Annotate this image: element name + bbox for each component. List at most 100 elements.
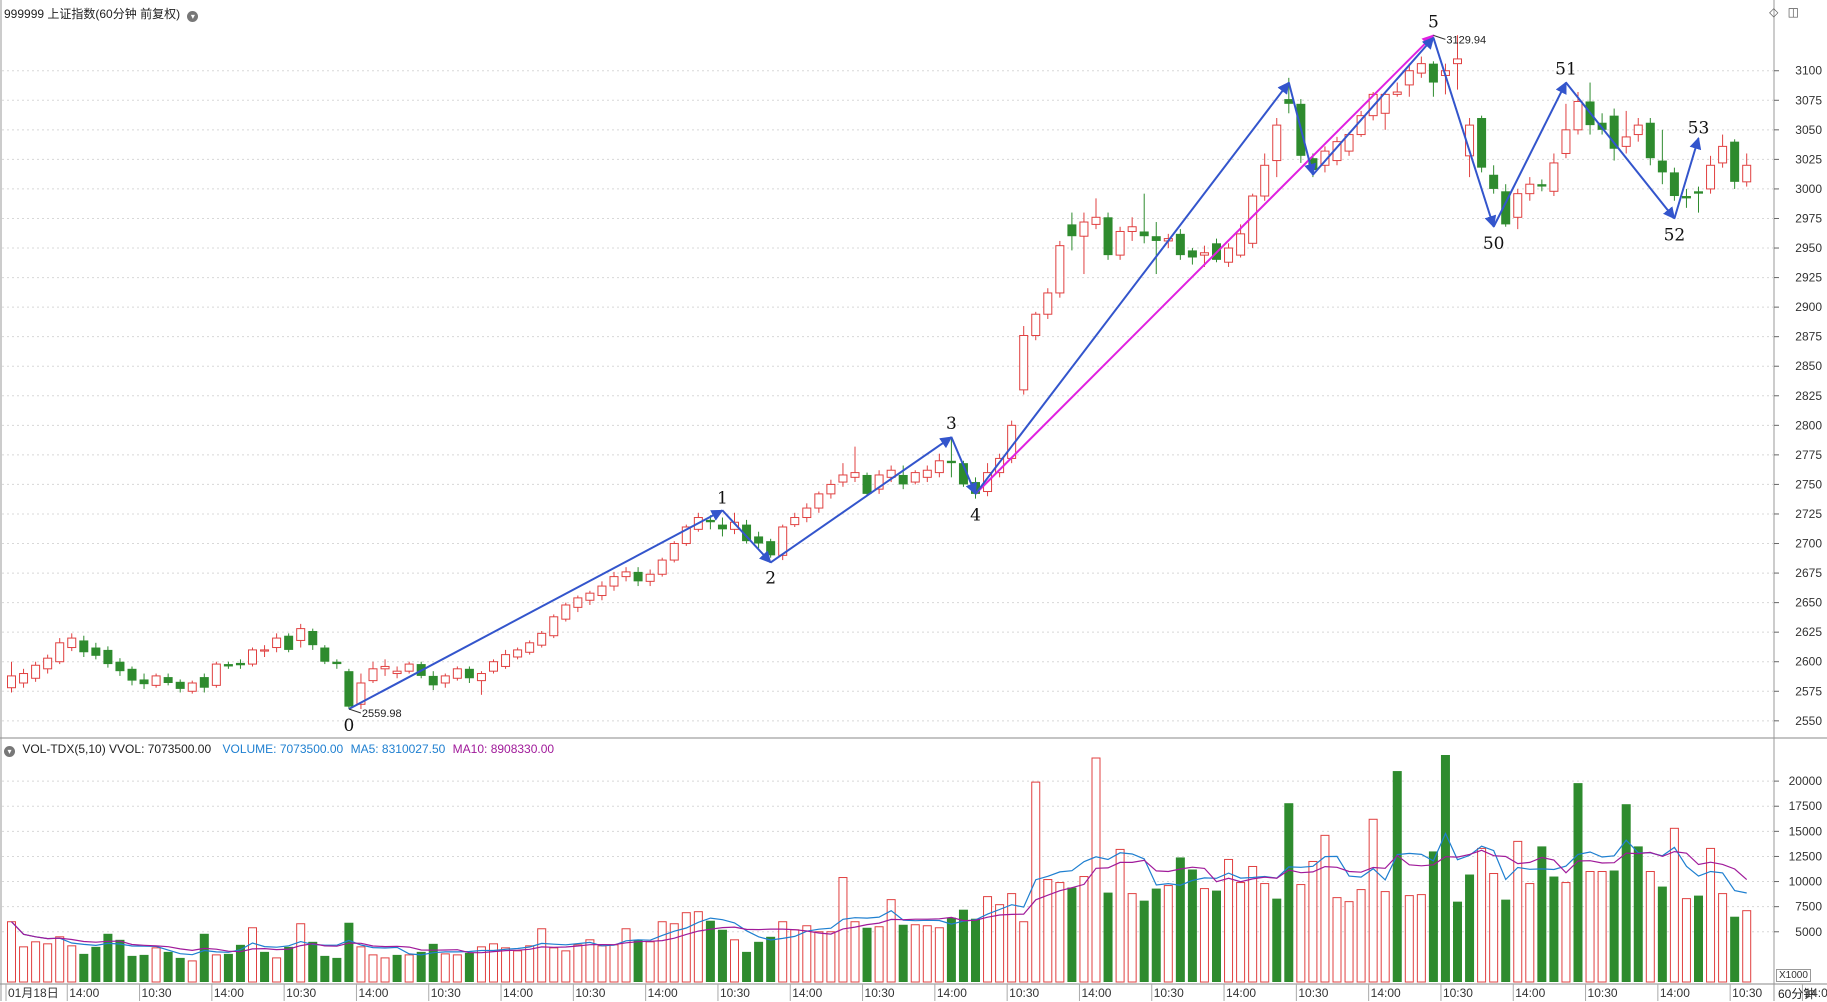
- candle-body-down: [235, 662, 245, 666]
- price-tick-label: 3000: [1795, 182, 1822, 196]
- candle: [1103, 212, 1113, 260]
- volume-bars: [7, 754, 1752, 983]
- price-tick-label: 2825: [1795, 389, 1822, 403]
- time-tick-label: 14:00: [648, 986, 678, 1000]
- candle: [344, 668, 354, 709]
- volume-bar-down: [742, 951, 752, 982]
- candle-body-up: [1573, 100, 1583, 131]
- candle: [368, 661, 378, 683]
- volume-bar-up: [513, 950, 523, 983]
- time-tick-label: 10:30: [865, 986, 895, 1000]
- volume-ma-lines: [11, 832, 1748, 956]
- wave-label: 5: [1428, 12, 1439, 32]
- candle: [742, 519, 752, 544]
- diamond-icon[interactable]: ◇: [1769, 5, 1779, 19]
- volume-dropdown-icon[interactable]: ▾: [4, 746, 15, 757]
- volume-tick-label: 15000: [1789, 824, 1823, 838]
- volume-bar-down: [862, 927, 872, 982]
- candle: [163, 673, 173, 686]
- volume-tick-label: 7500: [1795, 900, 1822, 914]
- dropdown-icon[interactable]: ▾: [187, 11, 199, 22]
- candle: [573, 595, 583, 613]
- volume-bar-up: [1199, 888, 1209, 983]
- volume-bar-up: [657, 921, 667, 983]
- candle: [1067, 212, 1077, 251]
- candle: [790, 512, 800, 527]
- price-tick-label: 2850: [1795, 359, 1822, 373]
- candle: [1079, 212, 1089, 275]
- candle-body-up: [525, 642, 535, 653]
- volume-bar-up: [43, 943, 53, 983]
- volume-bar-up: [1416, 894, 1426, 983]
- candle: [922, 465, 932, 483]
- candle: [561, 602, 571, 622]
- volume-bar-up: [1344, 901, 1354, 983]
- wave-arrow: [1492, 81, 1567, 228]
- candle: [1416, 56, 1426, 78]
- candle: [657, 557, 667, 577]
- candle-body-down: [1657, 160, 1667, 173]
- candle-body-up: [1115, 230, 1125, 256]
- candle-body-up: [19, 673, 29, 684]
- volume-bar-up: [1525, 883, 1535, 983]
- wave-label: 3: [946, 414, 957, 434]
- volume-bar-down: [1212, 890, 1221, 982]
- candle-body-up: [645, 573, 655, 582]
- wave-label: 51: [1555, 60, 1577, 80]
- volume-bar-down: [1151, 888, 1161, 982]
- candle-body-down: [754, 536, 764, 544]
- volume-bar-down: [1139, 900, 1149, 982]
- wave-labels: 0 1 2 3 4 5 50 51 52 53: [343, 12, 1709, 736]
- candle-body-up: [1621, 136, 1631, 147]
- volume-bar-down: [1537, 846, 1547, 982]
- candle: [1501, 184, 1511, 227]
- wave-arrow: [348, 509, 724, 710]
- candle: [464, 666, 474, 683]
- candle-body-up: [7, 675, 16, 689]
- candle-body-down: [1489, 174, 1499, 189]
- wave-arrow: [1565, 81, 1676, 220]
- volume-bar-up: [1091, 757, 1101, 983]
- candle: [235, 659, 245, 669]
- candle-body-up: [537, 632, 547, 646]
- candle-body-up: [681, 526, 691, 545]
- price-tick-label: 2700: [1795, 537, 1822, 551]
- candle: [1453, 35, 1462, 90]
- volume-bar-up: [476, 946, 486, 983]
- candle-body-up: [296, 628, 306, 641]
- volume-bar-down: [1272, 898, 1282, 982]
- volume-bar-up: [983, 896, 993, 983]
- candle-body-down: [175, 681, 185, 689]
- candle: [175, 679, 185, 693]
- candle-body-down: [1175, 233, 1185, 256]
- candle: [621, 567, 631, 582]
- candle-body-down: [223, 664, 233, 667]
- volume-bar-up: [778, 921, 788, 983]
- candle: [31, 661, 41, 682]
- candle-body-down: [284, 635, 294, 650]
- volume-bar-up: [1477, 847, 1487, 983]
- volume-bar-up: [211, 954, 221, 983]
- volume-bar-up: [1681, 898, 1691, 983]
- candle-body-up: [476, 673, 486, 682]
- candle-body-down: [1609, 115, 1619, 149]
- volume-bar-up: [549, 947, 559, 983]
- period-label[interactable]: 60分钟: [1778, 987, 1816, 1001]
- volume-bar-down: [1103, 892, 1113, 982]
- time-tick-label: 10:30: [575, 986, 605, 1000]
- price-tick-label: 2975: [1795, 211, 1822, 225]
- candle-body-down: [1428, 63, 1438, 83]
- volume-bar-down: [332, 957, 342, 982]
- panel-toggle-icon[interactable]: ◫: [1787, 5, 1799, 19]
- volume-bar-up: [1007, 893, 1017, 983]
- candle: [1091, 198, 1101, 230]
- candle: [43, 654, 53, 674]
- candle: [115, 658, 125, 676]
- candle-body-up: [1561, 129, 1571, 154]
- candle: [549, 614, 559, 639]
- candle: [139, 673, 149, 689]
- candle: [597, 581, 607, 601]
- volume-bar-down: [1465, 874, 1475, 982]
- candle-body-up: [1019, 334, 1029, 391]
- volume-bar-down: [946, 917, 956, 982]
